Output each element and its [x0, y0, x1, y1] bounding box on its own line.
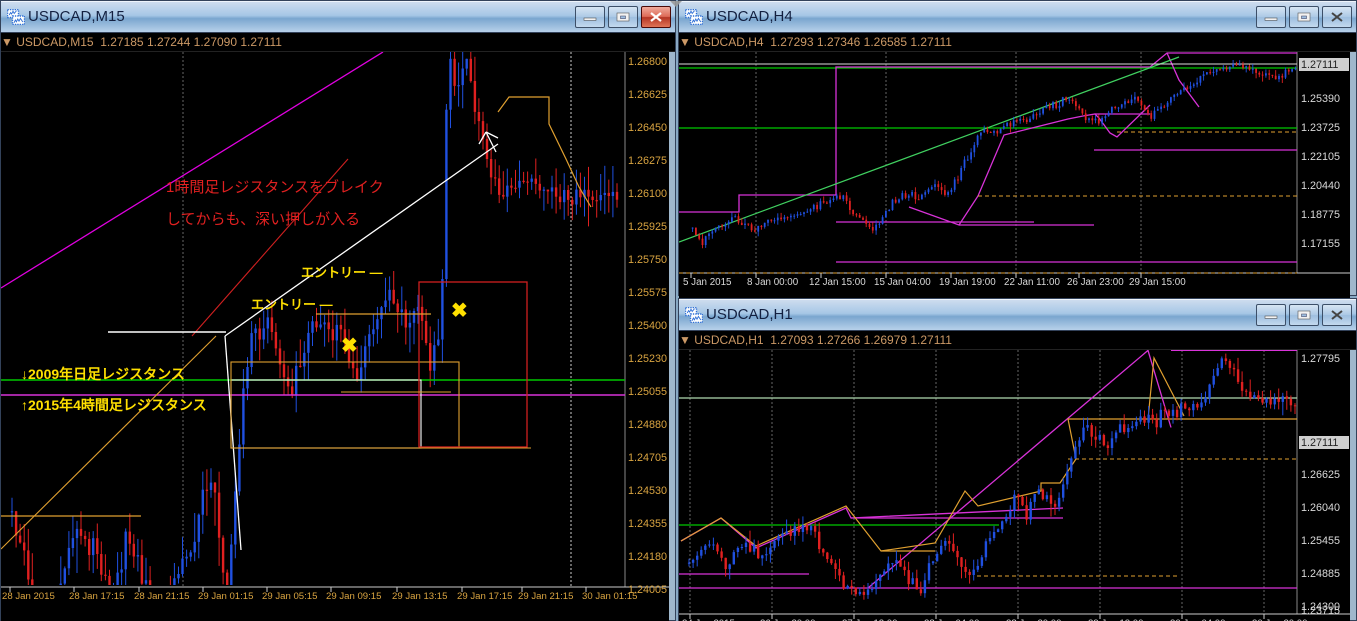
svg-text:1.26800: 1.26800 — [628, 56, 667, 68]
svg-text:1.24355: 1.24355 — [628, 518, 667, 530]
svg-text:1.25925: 1.25925 — [628, 221, 667, 233]
svg-text:12 Jan 15:00: 12 Jan 15:00 — [809, 277, 866, 288]
svg-text:1.24180: 1.24180 — [628, 551, 667, 563]
svg-text:15 Jan 04:00: 15 Jan 04:00 — [874, 277, 931, 288]
svg-text:1.26625: 1.26625 — [628, 89, 667, 101]
svg-text:1.27795: 1.27795 — [1301, 353, 1340, 365]
svg-text:5 Jan 2015: 5 Jan 2015 — [683, 277, 732, 288]
svg-text:29 Jan 09:15: 29 Jan 09:15 — [326, 591, 381, 602]
svg-text:28 Jan 2015: 28 Jan 2015 — [2, 591, 55, 602]
svg-text:1.18775: 1.18775 — [1301, 209, 1340, 221]
svg-text:してからも、深い押しが入る: してからも、深い押しが入る — [166, 211, 360, 228]
svg-text:29 Jan 05:15: 29 Jan 05:15 — [262, 591, 317, 602]
svg-text:1.25390: 1.25390 — [1301, 93, 1340, 105]
svg-text:1.25055: 1.25055 — [628, 386, 667, 398]
svg-text:1.25230: 1.25230 — [628, 353, 667, 365]
svg-text:1.25455: 1.25455 — [1301, 535, 1340, 547]
svg-text:1.24880: 1.24880 — [628, 419, 667, 431]
svg-text:1.22105: 1.22105 — [1301, 151, 1340, 163]
svg-text:↑2015年4時間足レジスタンス: ↑2015年4時間足レジスタンス — [21, 397, 207, 413]
svg-text:1.26040: 1.26040 — [1301, 502, 1340, 514]
svg-text:26 Jan 23:00: 26 Jan 23:00 — [1067, 277, 1124, 288]
svg-text:1.25750: 1.25750 — [628, 254, 667, 266]
svg-text:1.26100: 1.26100 — [628, 188, 667, 200]
svg-text:29 Jan 15:00: 29 Jan 15:00 — [1129, 277, 1186, 288]
svg-text:29 Jan 01:15: 29 Jan 01:15 — [198, 591, 253, 602]
svg-text:1.24530: 1.24530 — [628, 485, 667, 497]
svg-text:エントリー ―: エントリー ― — [301, 265, 383, 280]
svg-text:8 Jan 00:00: 8 Jan 00:00 — [747, 277, 799, 288]
svg-text:29 Jan 13:15: 29 Jan 13:15 — [392, 591, 447, 602]
svg-text:29 Jan 17:15: 29 Jan 17:15 — [457, 591, 512, 602]
svg-text:1.26625: 1.26625 — [1301, 469, 1340, 481]
svg-text:30 Jan 01:15: 30 Jan 01:15 — [582, 591, 637, 602]
svg-text:1.23715: 1.23715 — [1301, 605, 1340, 617]
svg-text:1.25575: 1.25575 — [628, 287, 667, 299]
svg-text:1.24705: 1.24705 — [628, 452, 667, 464]
svg-text:19 Jan 19:00: 19 Jan 19:00 — [939, 277, 996, 288]
svg-text:↓2009年日足レジスタンス: ↓2009年日足レジスタンス — [21, 366, 185, 382]
svg-text:✖: ✖ — [341, 335, 358, 357]
svg-text:28 Jan 21:15: 28 Jan 21:15 — [134, 591, 189, 602]
svg-text:22 Jan 11:00: 22 Jan 11:00 — [1004, 277, 1060, 288]
svg-text:1.24885: 1.24885 — [1301, 568, 1340, 580]
svg-text:1.20440: 1.20440 — [1301, 180, 1340, 192]
svg-text:28 Jan 17:15: 28 Jan 17:15 — [69, 591, 124, 602]
svg-text:1.27111: 1.27111 — [1301, 437, 1338, 449]
svg-text:エントリー ―: エントリー ― — [251, 297, 333, 312]
svg-text:1.26275: 1.26275 — [628, 155, 667, 167]
svg-text:1.23725: 1.23725 — [1301, 122, 1340, 134]
svg-text:29 Jan 21:15: 29 Jan 21:15 — [518, 591, 573, 602]
svg-text:1.17155: 1.17155 — [1301, 238, 1340, 250]
svg-text:1時間足レジスタンスをブレイク: 1時間足レジスタンスをブレイク — [166, 178, 384, 196]
svg-text:1.26450: 1.26450 — [628, 122, 667, 134]
svg-text:1.25400: 1.25400 — [628, 320, 667, 332]
svg-text:✖: ✖ — [451, 300, 468, 322]
svg-text:1.27111: 1.27111 — [1301, 59, 1338, 71]
